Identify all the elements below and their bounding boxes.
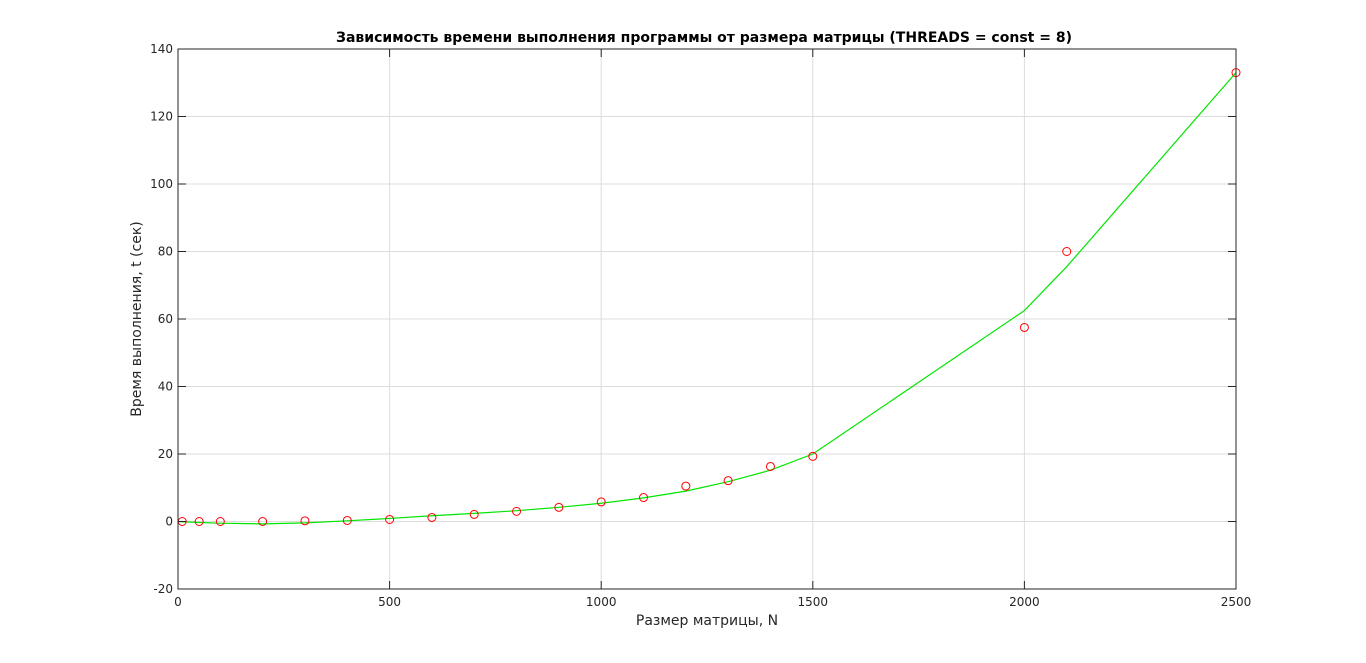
- data-point: [723, 476, 733, 486]
- x-tick-label: 2000: [1009, 595, 1040, 609]
- y-tick-labels: -20 0 20 40 60 80 100 120 140: [150, 42, 173, 596]
- x-tick-labels: 0 500 1000 1500 2000 2500: [174, 595, 1251, 609]
- x-tick-label: 1000: [586, 595, 617, 609]
- x-axis-label: Размер матрицы, N: [636, 613, 778, 629]
- chart-title: Зависимость времени выполнения программы…: [336, 30, 1072, 46]
- x-tick-label: 0: [174, 595, 182, 609]
- data-point: [639, 493, 649, 503]
- fit-line: [177, 72, 1237, 525]
- y-tick-label: 80: [158, 245, 173, 259]
- data-point: [342, 515, 352, 525]
- data-point: [427, 512, 437, 522]
- y-tick-label: 100: [150, 177, 173, 191]
- measured-points-series: [177, 68, 1241, 526]
- data-point: [300, 516, 310, 526]
- y-tick-label: 60: [158, 312, 173, 326]
- data-point: [258, 517, 268, 526]
- data-point: [215, 517, 225, 526]
- x-tick-label: 1500: [798, 595, 829, 609]
- ticks: [177, 48, 1237, 590]
- data-point: [808, 451, 818, 461]
- y-tick-label: -20: [153, 582, 173, 596]
- y-tick-label: 0: [165, 515, 173, 529]
- data-point: [681, 481, 691, 491]
- y-axis-label: Время выполнения, t (сек): [129, 221, 145, 416]
- y-tick-label: 140: [150, 42, 173, 56]
- data-point: [385, 514, 395, 524]
- x-tick-label: 500: [378, 595, 401, 609]
- y-tick-label: 120: [150, 110, 173, 124]
- data-point: [765, 461, 775, 471]
- data-point: [512, 506, 522, 516]
- y-tick-label: 20: [158, 447, 173, 461]
- data-point: [596, 497, 606, 507]
- data-point: [1019, 322, 1029, 332]
- data-point: [194, 517, 204, 526]
- y-tick-label: 40: [158, 380, 173, 394]
- data-point: [554, 502, 564, 512]
- data-point: [469, 509, 479, 519]
- data-point: [1062, 247, 1072, 256]
- grid: [178, 49, 1236, 589]
- x-tick-label: 2500: [1221, 595, 1252, 609]
- fit-line-series: [177, 72, 1237, 525]
